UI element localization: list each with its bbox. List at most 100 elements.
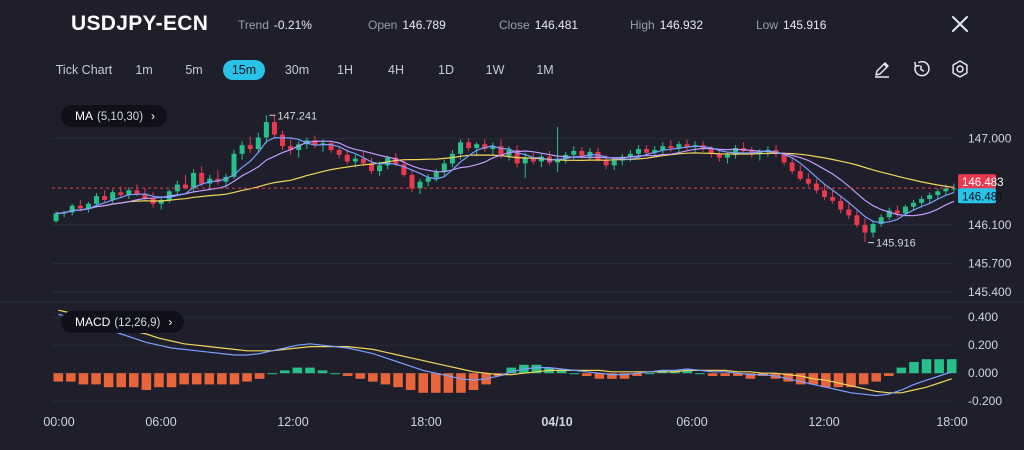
- macd-dif-line: [58, 313, 952, 397]
- macd-histogram-bar: [921, 359, 932, 374]
- candle-body: [328, 143, 334, 150]
- timeframe-1d[interactable]: 1D: [438, 63, 454, 77]
- macd-tick-label: 0.200: [968, 338, 998, 352]
- candle-body: [102, 196, 108, 200]
- macd-histogram-bar: [884, 373, 894, 376]
- bid-price-label: 146.481: [962, 191, 1004, 203]
- price-tick-label: 145.400: [968, 285, 1012, 299]
- candle-body: [312, 140, 318, 146]
- candle-body: [813, 183, 819, 191]
- timeframe-1mo[interactable]: 1M: [536, 63, 554, 77]
- macd-histogram-bar: [191, 373, 202, 385]
- time-axis-label: 04/10: [541, 415, 572, 429]
- time-axis-label: 00:00: [43, 415, 74, 429]
- macd-histogram-bar: [154, 373, 164, 388]
- macd-indicator-pill[interactable]: MACD (12,26,9) ›: [61, 311, 185, 333]
- candle-body: [522, 157, 528, 164]
- macd-histogram-bar: [405, 373, 416, 390]
- ma-indicator-pill[interactable]: MA (5,10,30) ›: [61, 105, 168, 127]
- settings-icon[interactable]: [949, 58, 971, 80]
- timeframe-1m[interactable]: 1m: [135, 63, 153, 77]
- macd-histogram-bar: [330, 373, 340, 375]
- candle-body: [951, 188, 957, 190]
- candle-body: [724, 154, 730, 158]
- macd-histogram-bar: [229, 373, 240, 385]
- candle-body: [126, 190, 132, 196]
- macd-histogram-bar: [418, 373, 428, 393]
- timer-icon[interactable]: [910, 58, 932, 80]
- candle-body: [781, 153, 787, 163]
- candle-body: [482, 144, 488, 149]
- macd-histogram-bar: [644, 373, 655, 375]
- timeframe-30m[interactable]: 30m: [284, 63, 310, 77]
- macd-histogram-bar: [682, 370, 693, 374]
- stat-low: Low 145.916: [756, 18, 826, 32]
- candle-body: [757, 151, 763, 154]
- candle-body: [830, 197, 836, 201]
- candle-body: [271, 122, 277, 135]
- macd-histogram-bar: [569, 373, 579, 375]
- pencil-icon[interactable]: [871, 58, 893, 80]
- candle-body: [911, 202, 917, 207]
- candle-body: [441, 163, 447, 173]
- candle-body: [902, 206, 908, 214]
- candle-body: [401, 164, 407, 175]
- time-axis-label: 12:00: [808, 415, 839, 429]
- close-icon[interactable]: [948, 12, 972, 36]
- macd-histogram-bar: [217, 373, 227, 385]
- macd-histogram-bar: [456, 373, 466, 393]
- candle-body: [466, 142, 472, 149]
- macd-histogram-bar: [468, 373, 479, 390]
- candle-body: [336, 149, 342, 155]
- stat-close: Close 146.481: [499, 18, 578, 32]
- stat-value: 145.916: [783, 18, 827, 32]
- stat-value: 146.932: [659, 18, 704, 32]
- candle-body: [733, 148, 739, 155]
- timeframe-5m[interactable]: 5m: [185, 63, 203, 77]
- macd-histogram-bar: [632, 373, 642, 376]
- macd-histogram-bar: [733, 373, 743, 376]
- timeframe-15m[interactable]: 15m: [223, 60, 265, 80]
- stat-open: Open 146.789: [368, 18, 446, 32]
- macd-histogram-bar: [91, 373, 101, 385]
- ma30-line: [55, 152, 955, 214]
- candle-body: [530, 157, 536, 162]
- candle-body: [862, 224, 868, 233]
- macd-histogram-bar: [141, 373, 152, 390]
- macd-histogram-bar: [179, 373, 189, 385]
- candle-body: [627, 153, 633, 157]
- macd-histogram-bar: [254, 373, 265, 379]
- candle-body: [247, 145, 253, 149]
- candle-body: [935, 191, 941, 196]
- stat-value: 146.789: [402, 18, 446, 32]
- symbol-title: USDJPY-ECN: [71, 12, 209, 35]
- timeframe-4h[interactable]: 4H: [388, 63, 404, 77]
- macd-indicator-name: MACD: [75, 315, 111, 329]
- chart-header: USDJPY-ECN Trend -0.21% Open 146.789 Close…: [0, 0, 1024, 48]
- candle-body: [708, 149, 714, 154]
- timeframe-1w[interactable]: 1W: [485, 63, 505, 77]
- candle-body: [231, 153, 237, 177]
- time-axis-label: 12:00: [277, 415, 308, 429]
- macd-histogram-bar: [267, 373, 277, 375]
- macd-histogram-bar: [896, 367, 907, 374]
- candle-body: [684, 144, 690, 148]
- price-tick-label: 147.000: [968, 131, 1012, 145]
- macd-histogram-bar: [368, 373, 378, 382]
- timeframe-tick-chart[interactable]: Tick Chart: [55, 63, 113, 77]
- macd-dea-line: [58, 309, 952, 394]
- candle-body: [943, 188, 949, 192]
- macd-histogram-bar: [946, 359, 957, 374]
- candle-body: [555, 158, 561, 163]
- macd-histogram-bar: [242, 373, 252, 382]
- candle-body: [134, 190, 140, 195]
- macd-histogram-bar: [292, 367, 303, 374]
- macd-histogram-bar: [846, 373, 856, 388]
- macd-histogram-bar: [78, 373, 89, 385]
- macd-histogram-bar: [305, 367, 315, 374]
- ask-price-label: 146.483: [962, 177, 1004, 189]
- macd-histogram-bar: [380, 373, 391, 385]
- candle-body: [352, 158, 358, 162]
- timeframe-1h[interactable]: 1H: [337, 63, 353, 77]
